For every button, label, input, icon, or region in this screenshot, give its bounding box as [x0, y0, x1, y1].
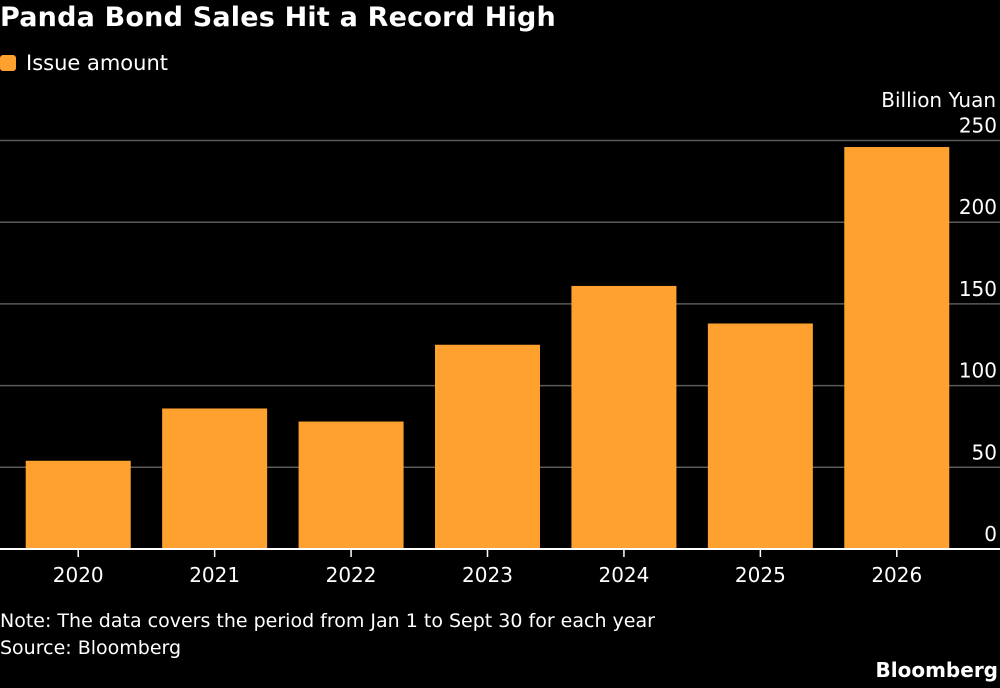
y-tick-label-200: 200	[959, 195, 997, 219]
x-tick-label-2021: 2021	[189, 563, 240, 587]
x-tick-label-2024: 2024	[598, 563, 649, 587]
y-tick-label-100: 100	[959, 359, 997, 383]
legend-swatch	[0, 55, 16, 71]
bar-2026	[844, 147, 950, 549]
y-tick-label-0: 0	[984, 522, 997, 546]
legend: Issue amount	[0, 50, 168, 76]
chart-title: Panda Bond Sales Hit a Record High	[0, 2, 556, 33]
bar-2022	[298, 421, 404, 549]
bar-chart: 0 50 100 150 200 250 2020 2021 2022 2023 2024 2025 2…	[0, 114, 1000, 587]
bar-2025	[707, 323, 813, 549]
x-tick-label-2023: 2023	[462, 563, 513, 587]
legend-label: Issue amount	[26, 51, 169, 75]
bar-2021	[162, 408, 268, 549]
y-tick-label-250: 250	[959, 114, 997, 138]
y-axis-unit-label: Billion Yuan	[881, 88, 996, 112]
source-line: Source: Bloomberg	[0, 637, 182, 659]
x-tick-label-2020: 2020	[53, 563, 104, 587]
x-tick-label-2026: 2026	[871, 563, 922, 587]
y-tick-label-150: 150	[959, 277, 997, 301]
x-tick-label-2025: 2025	[735, 563, 786, 587]
bar-2024	[571, 285, 677, 549]
bar-2020	[25, 460, 131, 549]
footnote: Note: The data covers the period from Ja…	[0, 610, 655, 632]
bar-2023	[435, 344, 540, 549]
bloomberg-logo: Bloomberg	[875, 658, 998, 682]
x-tick-label-2022: 2022	[326, 563, 377, 587]
y-tick-label-50: 50	[972, 440, 997, 464]
